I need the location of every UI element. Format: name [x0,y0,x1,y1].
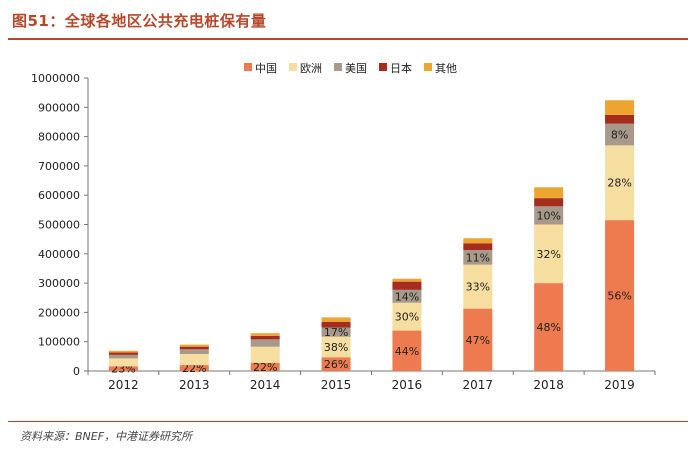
data-label: 30% [395,311,419,324]
legend-swatch [424,63,432,71]
x-tick-label: 2018 [533,378,564,392]
bar-segment [250,362,280,371]
bar-segment [605,145,635,221]
x-tick-label: 2012 [108,378,139,392]
bar-segment [463,308,493,371]
legend-label: 美国 [345,62,367,75]
y-tick-label: 400000 [38,248,80,261]
y-tick-label: 100000 [38,336,80,349]
data-label: 47% [466,334,490,347]
y-tick-label: 1000000 [31,72,80,85]
data-label: 32% [536,248,560,261]
y-tick-label: 500000 [38,219,80,232]
x-tick-label: 2017 [463,378,494,392]
data-label: 28% [607,177,631,190]
bar-segment [463,264,493,309]
title-divider [8,38,688,40]
bar-segment [534,283,564,371]
data-label: 17% [324,326,348,339]
y-tick-label: 800000 [38,131,80,144]
bar-segment [179,349,209,355]
legend-label: 其他 [435,62,457,75]
bar-segment [321,336,351,358]
data-label: 11% [466,251,490,264]
bar-segment [250,339,280,347]
bar-segment [108,350,138,353]
y-tick-label: 600000 [38,189,80,202]
data-label: 38% [324,341,348,354]
bar-segment [605,220,635,371]
data-label: 56% [607,290,631,303]
legend-swatch [334,63,342,71]
y-tick-label: 300000 [38,277,80,290]
bar-segment [179,346,209,350]
data-label: 44% [395,345,419,358]
bar-segment [321,357,351,371]
source-divider [8,421,688,422]
bar-segment [392,278,422,282]
bar-segment [534,187,564,199]
data-label: 14% [395,290,419,303]
legend-swatch [244,63,252,71]
y-tick-label: 200000 [38,306,80,319]
bar-segment [605,100,635,115]
bar-segment [392,289,422,303]
data-label: 10% [536,209,560,222]
x-tick-label: 2016 [392,378,423,392]
bar-segment [605,114,635,124]
stacked-bar-chart: 0 100000 200000 300000 400000 500000 600000 700… [31,61,656,392]
x-tick-label: 2014 [250,378,281,392]
y-tick-label: 700000 [38,160,80,173]
bar-segment [179,365,209,371]
legend-label: 中国 [255,62,277,75]
bar-segment [108,366,138,371]
data-label: 26% [324,358,348,371]
x-tick-label: 2015 [321,378,352,392]
bar-segment [179,344,209,347]
y-tick-label: 900000 [38,101,80,114]
bar-segment [392,281,422,290]
x-tick-label: 2013 [179,378,210,392]
y-tick-label: 0 [73,365,80,378]
bar-segment [534,224,564,284]
bar-segment [392,330,422,371]
bar-segment [392,302,422,331]
bar-segment [605,123,635,146]
bar-segment [534,198,564,207]
data-label: 22% [182,362,206,375]
bar-segment [463,238,493,244]
bar-segment [108,354,138,359]
data-label: 48% [536,321,560,334]
bar-segment [179,354,209,366]
legend-label: 日本 [390,61,412,75]
figure-title: 图51：全球各地区公共充电桩保有量 [12,12,267,30]
bar-segment [463,249,493,265]
bar-segment [250,346,280,363]
legend-swatch [379,63,387,71]
legend-label: 欧洲 [300,62,322,75]
bar-segment [321,317,351,322]
bar-segment [250,335,280,340]
bar-segment [321,327,351,337]
bar-segment [534,206,564,225]
bar-segment [108,358,138,367]
data-label: 22% [253,361,277,374]
source-note: 资料来源：BNEF，中港证券研究所 [20,430,193,443]
bar-segment [463,243,493,250]
bar-segment [108,352,138,355]
bar-segment [250,333,280,336]
data-label: 8% [611,129,628,142]
bar-segment [321,321,351,328]
data-label: 33% [466,281,490,294]
legend-swatch [289,63,297,71]
x-tick-label: 2019 [604,378,635,392]
